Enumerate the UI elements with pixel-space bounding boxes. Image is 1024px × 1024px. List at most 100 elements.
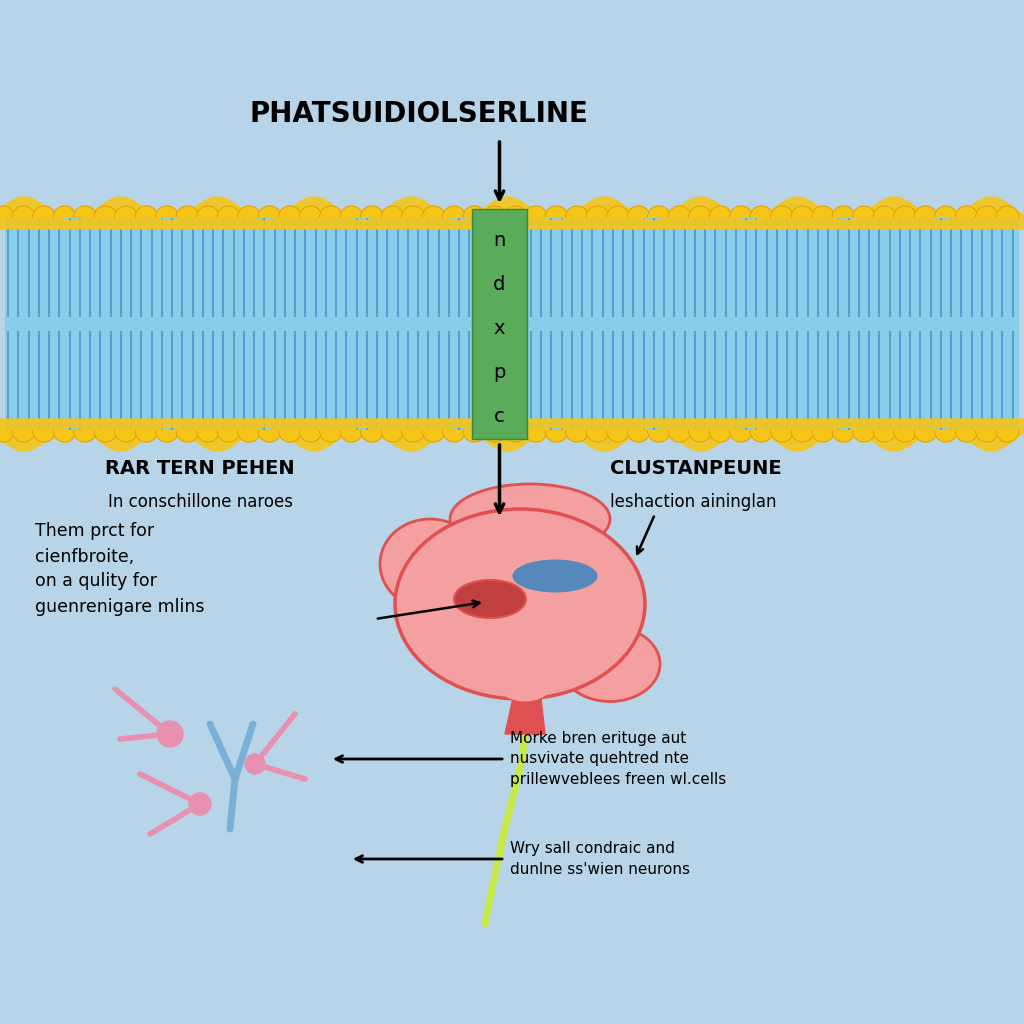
- Polygon shape: [115, 430, 137, 442]
- Ellipse shape: [380, 519, 480, 609]
- Polygon shape: [156, 430, 178, 442]
- Polygon shape: [976, 206, 998, 217]
- Polygon shape: [401, 206, 425, 217]
- Polygon shape: [853, 206, 876, 217]
- Polygon shape: [0, 430, 14, 442]
- Polygon shape: [197, 430, 219, 442]
- Polygon shape: [381, 206, 404, 217]
- Polygon shape: [668, 430, 691, 442]
- Polygon shape: [279, 206, 301, 217]
- Polygon shape: [606, 430, 630, 442]
- Polygon shape: [770, 206, 794, 217]
- Polygon shape: [955, 206, 978, 217]
- Ellipse shape: [498, 667, 553, 701]
- Polygon shape: [688, 206, 712, 217]
- Polygon shape: [606, 206, 630, 217]
- Polygon shape: [955, 430, 978, 442]
- Text: Morke bren erituge aut
nusvivate quehtred nte
prillewveblees freen wl.сells: Morke bren erituge aut nusvivate quehtre…: [510, 731, 726, 786]
- Polygon shape: [340, 430, 362, 442]
- Polygon shape: [53, 430, 76, 442]
- Polygon shape: [545, 206, 568, 217]
- Polygon shape: [74, 430, 96, 442]
- Polygon shape: [935, 206, 957, 217]
- Polygon shape: [483, 430, 507, 442]
- Polygon shape: [565, 430, 589, 442]
- Polygon shape: [422, 206, 445, 217]
- Polygon shape: [996, 206, 1019, 217]
- Polygon shape: [442, 430, 466, 442]
- Polygon shape: [545, 430, 568, 442]
- FancyBboxPatch shape: [5, 214, 1019, 434]
- Text: d: d: [494, 275, 506, 295]
- Polygon shape: [94, 206, 117, 217]
- Polygon shape: [709, 206, 732, 217]
- Polygon shape: [279, 430, 301, 442]
- Polygon shape: [238, 430, 260, 442]
- Polygon shape: [750, 206, 773, 217]
- Polygon shape: [873, 430, 896, 442]
- Polygon shape: [197, 206, 219, 217]
- Text: PHATSUIDIOLSERLINE: PHATSUIDIOLSERLINE: [250, 100, 589, 128]
- Polygon shape: [74, 206, 96, 217]
- Polygon shape: [729, 430, 753, 442]
- Polygon shape: [770, 430, 794, 442]
- Polygon shape: [0, 206, 14, 217]
- Text: Them prct for
cienfbroite,
on a qulity for
guenrenigare mlins: Them prct for cienfbroite, on a qulity f…: [35, 522, 205, 615]
- Polygon shape: [627, 206, 650, 217]
- Polygon shape: [831, 430, 855, 442]
- Polygon shape: [463, 206, 486, 217]
- Polygon shape: [811, 430, 835, 442]
- Polygon shape: [894, 430, 916, 442]
- Ellipse shape: [512, 559, 597, 593]
- Polygon shape: [873, 206, 896, 217]
- Circle shape: [189, 793, 211, 815]
- Polygon shape: [33, 430, 55, 442]
- Circle shape: [245, 754, 265, 774]
- Polygon shape: [647, 206, 671, 217]
- Ellipse shape: [560, 627, 660, 701]
- Polygon shape: [504, 430, 527, 442]
- Polygon shape: [914, 206, 937, 217]
- Ellipse shape: [395, 509, 645, 699]
- Polygon shape: [791, 206, 814, 217]
- Polygon shape: [831, 206, 855, 217]
- Polygon shape: [94, 430, 117, 442]
- Text: x: x: [494, 319, 505, 339]
- Polygon shape: [381, 430, 404, 442]
- Polygon shape: [586, 430, 609, 442]
- Polygon shape: [319, 206, 342, 217]
- Polygon shape: [258, 206, 281, 217]
- Polygon shape: [442, 206, 466, 217]
- Text: leshaction aininglan: leshaction aininglan: [610, 493, 776, 511]
- Polygon shape: [33, 206, 55, 217]
- Polygon shape: [238, 206, 260, 217]
- Polygon shape: [976, 430, 998, 442]
- Polygon shape: [360, 206, 384, 217]
- Polygon shape: [319, 430, 342, 442]
- Polygon shape: [504, 206, 527, 217]
- Polygon shape: [914, 430, 937, 442]
- Polygon shape: [176, 206, 199, 217]
- Polygon shape: [12, 206, 35, 217]
- Polygon shape: [135, 206, 158, 217]
- Polygon shape: [258, 430, 281, 442]
- Polygon shape: [524, 206, 548, 217]
- Polygon shape: [135, 430, 158, 442]
- Polygon shape: [709, 430, 732, 442]
- Ellipse shape: [450, 484, 610, 554]
- Polygon shape: [115, 206, 137, 217]
- Polygon shape: [156, 206, 178, 217]
- Polygon shape: [668, 206, 691, 217]
- Polygon shape: [853, 430, 876, 442]
- Text: n: n: [494, 231, 506, 251]
- Polygon shape: [791, 430, 814, 442]
- Text: c: c: [495, 408, 505, 427]
- Polygon shape: [340, 206, 362, 217]
- Polygon shape: [483, 206, 507, 217]
- Text: RAR TERN PEHEN: RAR TERN PEHEN: [105, 460, 295, 478]
- Polygon shape: [586, 206, 609, 217]
- Polygon shape: [996, 430, 1019, 442]
- Text: p: p: [494, 364, 506, 383]
- Polygon shape: [176, 430, 199, 442]
- Polygon shape: [811, 206, 835, 217]
